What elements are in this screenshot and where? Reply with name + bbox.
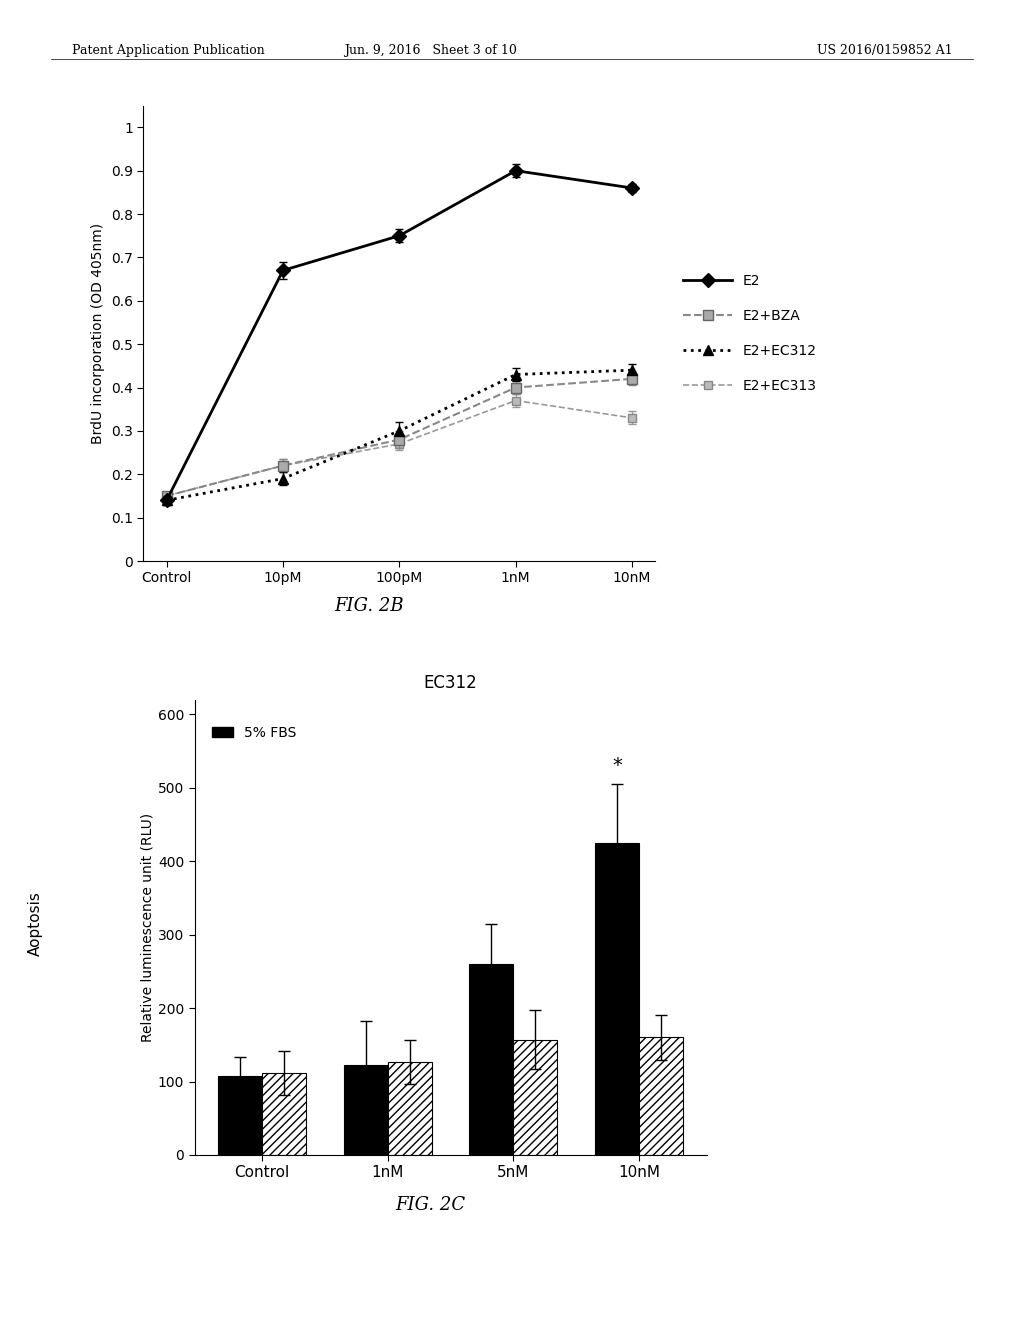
- Text: *: *: [612, 756, 623, 775]
- Bar: [469, 964, 513, 1155]
- Legend: 5% FBS: 5% FBS: [207, 721, 302, 746]
- Bar: [344, 1065, 388, 1155]
- Text: Patent Application Publication: Patent Application Publication: [72, 44, 264, 57]
- Y-axis label: BrdU incorporation (OD 405nm): BrdU incorporation (OD 405nm): [91, 223, 105, 444]
- Bar: [388, 1063, 432, 1155]
- Text: Aoptosis: Aoptosis: [29, 891, 43, 957]
- Bar: [218, 1076, 262, 1155]
- Text: US 2016/0159852 A1: US 2016/0159852 A1: [817, 44, 952, 57]
- Text: FIG. 2B: FIG. 2B: [334, 597, 403, 615]
- Bar: [595, 843, 639, 1155]
- Y-axis label: Relative luminescence unit (RLU): Relative luminescence unit (RLU): [141, 813, 155, 1041]
- Text: FIG. 2C: FIG. 2C: [395, 1196, 465, 1214]
- Text: Jun. 9, 2016   Sheet 3 of 10: Jun. 9, 2016 Sheet 3 of 10: [344, 44, 516, 57]
- Title: EC312: EC312: [424, 675, 477, 693]
- Bar: [513, 1040, 557, 1155]
- Bar: [262, 1073, 306, 1155]
- Bar: [639, 1038, 683, 1155]
- Legend: E2, E2+BZA, E2+EC312, E2+EC313: E2, E2+BZA, E2+EC312, E2+EC313: [678, 268, 822, 399]
